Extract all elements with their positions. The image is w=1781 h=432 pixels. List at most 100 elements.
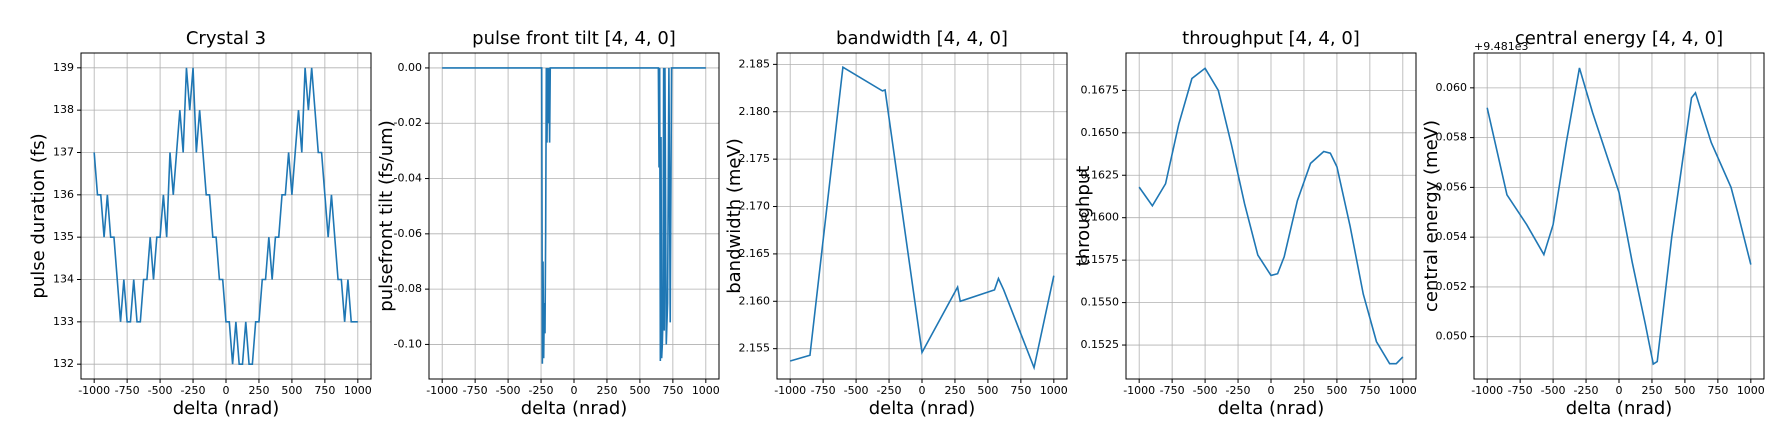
x-tick-label: 0 bbox=[1616, 384, 1623, 397]
y-tick-label: 132 bbox=[53, 357, 74, 370]
x-tick-label: 0 bbox=[919, 384, 926, 397]
data-line bbox=[1486, 67, 1752, 366]
x-tick-label: 750 bbox=[1010, 384, 1031, 397]
x-tick-label: 250 bbox=[248, 384, 269, 397]
x-tick-label: -500 bbox=[148, 384, 173, 397]
y-tick-label: 2.180 bbox=[739, 105, 771, 118]
x-tick-label: 250 bbox=[1641, 384, 1662, 397]
x-tick-label: 750 bbox=[314, 384, 335, 397]
x-tick-label: -250 bbox=[1574, 384, 1599, 397]
y-tick-label: 136 bbox=[53, 188, 74, 201]
x-axis-label: delta (nrad) bbox=[173, 398, 280, 419]
y-tick-label: -0.02 bbox=[394, 116, 422, 129]
x-tick-label: 500 bbox=[1326, 384, 1347, 397]
x-axis-label: delta (nrad) bbox=[1218, 398, 1325, 419]
x-tick-label: 750 bbox=[662, 384, 683, 397]
subplot: -1000 -750 -500 -250 0 250 500 750 1000 0.00 -0.02… bbox=[376, 28, 720, 419]
x-tick-label: -250 bbox=[529, 384, 554, 397]
x-axis-label: delta (nrad) bbox=[1566, 398, 1673, 419]
x-tick-label: 500 bbox=[1674, 384, 1695, 397]
y-tick-label: 0.1550 bbox=[1081, 296, 1120, 309]
x-tick-label: 1000 bbox=[344, 384, 372, 397]
y-tick-label: 2.165 bbox=[739, 247, 771, 260]
x-tick-label: -500 bbox=[496, 384, 521, 397]
y-axis-label: throughput bbox=[1073, 166, 1094, 267]
subplot-title: Crystal 3 bbox=[186, 28, 266, 49]
y-tick-label: 0.060 bbox=[1436, 81, 1468, 94]
axes-frame bbox=[776, 52, 1068, 380]
x-tick-label: 250 bbox=[596, 384, 617, 397]
subplot-title: bandwidth [4, 4, 0] bbox=[836, 28, 1008, 49]
y-tick-label: 0.050 bbox=[1436, 330, 1468, 343]
y-tick-label: -0.06 bbox=[394, 227, 422, 240]
axes-frame bbox=[80, 52, 372, 380]
y-tick-label: 0.1625 bbox=[1081, 168, 1120, 181]
x-tick-label: 0 bbox=[571, 384, 578, 397]
y-tick-label: 0.1525 bbox=[1081, 338, 1120, 351]
y-tick-label: 2.175 bbox=[739, 152, 771, 165]
y-tick-label: 0.1650 bbox=[1081, 126, 1120, 139]
y-tick-label: 2.160 bbox=[739, 294, 771, 307]
y-tick-label: 137 bbox=[53, 145, 74, 158]
x-tick-label: -1000 bbox=[1471, 384, 1503, 397]
y-tick-label: -0.04 bbox=[394, 172, 422, 185]
x-tick-label: -1000 bbox=[78, 384, 110, 397]
x-tick-label: 1000 bbox=[692, 384, 720, 397]
data-line bbox=[93, 67, 358, 365]
y-tick-label: 2.185 bbox=[739, 57, 771, 70]
x-tick-label: -250 bbox=[1226, 384, 1251, 397]
x-tick-label: 1000 bbox=[1040, 384, 1068, 397]
y-tick-label: 139 bbox=[53, 61, 74, 74]
axes-frame bbox=[1125, 52, 1417, 380]
y-tick-label: 0.056 bbox=[1436, 180, 1468, 193]
x-tick-label: 750 bbox=[1359, 384, 1380, 397]
x-tick-label: 1000 bbox=[1737, 384, 1765, 397]
x-tick-label: -750 bbox=[115, 384, 140, 397]
x-tick-label: -1000 bbox=[426, 384, 458, 397]
y-tick-label: -0.10 bbox=[394, 337, 422, 350]
x-tick-label: -500 bbox=[844, 384, 869, 397]
y-tick-label: 0.054 bbox=[1436, 230, 1468, 243]
subplot-title: throughput [4, 4, 0] bbox=[1182, 28, 1360, 49]
x-tick-label: 750 bbox=[1707, 384, 1728, 397]
subplot-title: pulse front tilt [4, 4, 0] bbox=[472, 28, 676, 49]
data-line bbox=[789, 65, 1055, 371]
y-tick-label: 2.155 bbox=[739, 342, 771, 355]
y-tick-label: 0.1600 bbox=[1081, 211, 1120, 224]
x-tick-label: -500 bbox=[1541, 384, 1566, 397]
y-tick-label: 133 bbox=[53, 315, 74, 328]
y-tick-label: 138 bbox=[53, 103, 74, 116]
x-tick-label: 1000 bbox=[1389, 384, 1417, 397]
y-axis-label: pulsefront tilt (fs/um) bbox=[376, 120, 397, 311]
x-tick-label: 250 bbox=[1293, 384, 1314, 397]
subplot: -1000 -750 -500 -250 0 250 500 750 1000 0.050 0.05… bbox=[1421, 28, 1765, 419]
y-tick-label: 2.170 bbox=[739, 200, 771, 213]
y-tick-label: 0.00 bbox=[398, 61, 423, 74]
x-tick-label: -250 bbox=[877, 384, 902, 397]
x-tick-label: -1000 bbox=[774, 384, 806, 397]
y-tick-label: -0.08 bbox=[394, 282, 422, 295]
x-tick-label: 0 bbox=[223, 384, 230, 397]
x-tick-label: -1000 bbox=[1123, 384, 1155, 397]
x-tick-label: 500 bbox=[629, 384, 650, 397]
y-axis-label: bandwidth (meV) bbox=[724, 138, 745, 294]
subplot: -1000 -750 -500 -250 0 250 500 750 1000 0.1525 0.1… bbox=[1073, 28, 1417, 419]
x-tick-label: -750 bbox=[463, 384, 488, 397]
x-tick-label: -750 bbox=[811, 384, 836, 397]
axes-frame bbox=[428, 52, 720, 380]
x-tick-label: -750 bbox=[1508, 384, 1533, 397]
data-line bbox=[442, 67, 706, 364]
x-tick-label: 250 bbox=[944, 384, 965, 397]
axes-frame bbox=[1473, 52, 1765, 380]
y-tick-label: 0.1675 bbox=[1081, 83, 1120, 96]
x-tick-label: -750 bbox=[1160, 384, 1185, 397]
x-tick-label: 0 bbox=[1268, 384, 1275, 397]
y-tick-label: 135 bbox=[53, 230, 74, 243]
x-tick-label: -500 bbox=[1193, 384, 1218, 397]
y-axis-label: central energy (meV) bbox=[1421, 120, 1442, 312]
y-axis-label: pulse duration (fs) bbox=[28, 133, 49, 298]
x-tick-label: -250 bbox=[181, 384, 206, 397]
x-axis-label: delta (nrad) bbox=[521, 398, 628, 419]
